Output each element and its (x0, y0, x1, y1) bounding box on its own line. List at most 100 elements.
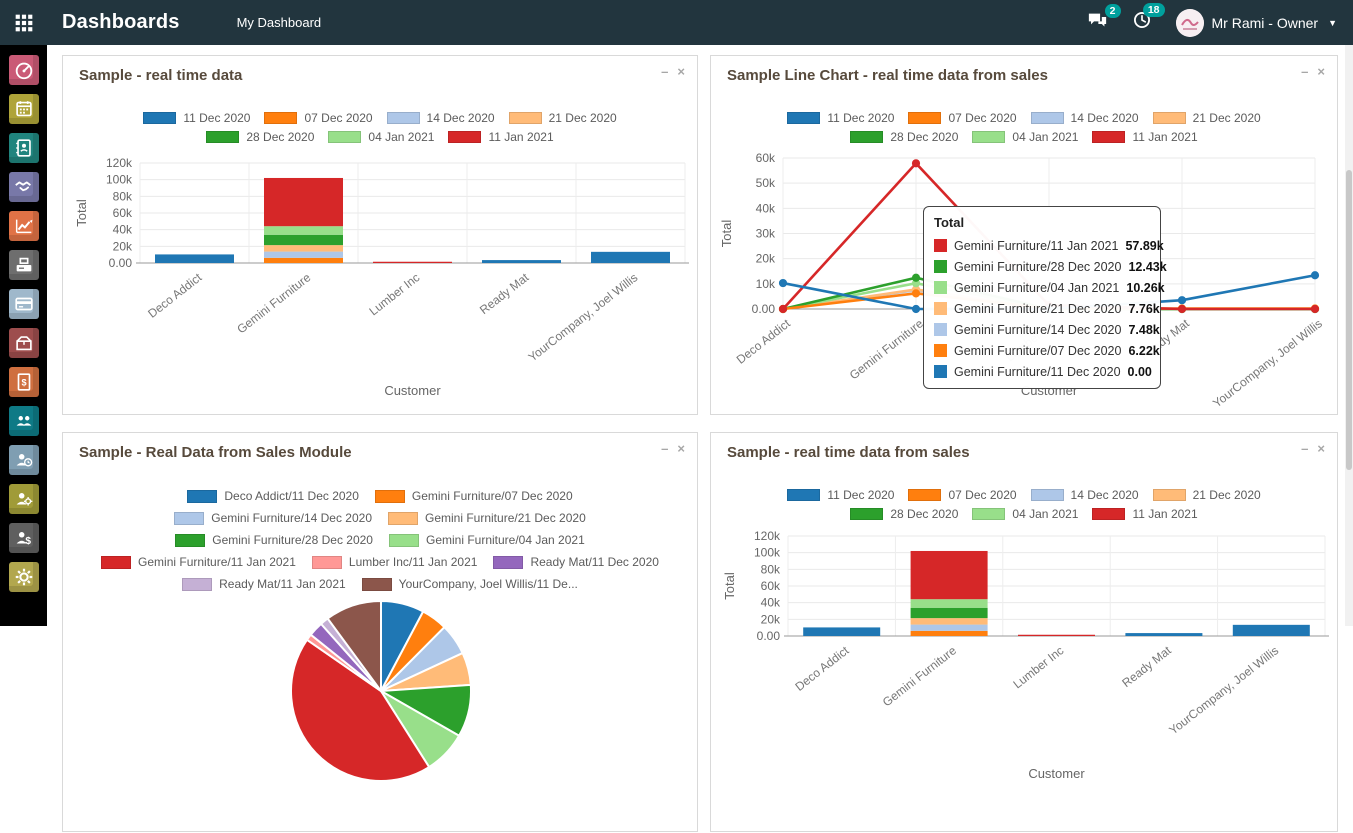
bar-segment-21-Dec-2020[interactable] (264, 245, 343, 252)
data-point[interactable] (1310, 304, 1320, 314)
menu-item-my-dashboard[interactable]: My Dashboard (236, 15, 322, 30)
legend-swatch (1030, 489, 1064, 501)
legend-item[interactable]: Gemini Furniture/11 Jan 2021 (101, 555, 296, 569)
sidebar-app-settings[interactable] (8, 562, 39, 592)
legend-item[interactable]: 04 Jan 2021 (972, 507, 1078, 521)
sidebar-app-payroll[interactable]: $ (8, 523, 39, 553)
sidebar-app-website[interactable] (8, 289, 39, 319)
bar-segment-11-Jan-2021[interactable] (1018, 634, 1095, 636)
legend-item[interactable]: 14 Dec 2020 (1030, 111, 1139, 125)
bar-segment-11-Jan-2021[interactable] (910, 550, 988, 600)
close-button[interactable]: × (677, 64, 685, 79)
legend-swatch (1092, 508, 1126, 520)
legend-item[interactable]: 11 Jan 2021 (1092, 507, 1198, 521)
user-menu[interactable]: Mr Rami - Owner ▼ (1175, 8, 1337, 37)
legend-item[interactable]: YourCompany, Joel Willis/11 De... (361, 577, 578, 591)
bar-segment-11-Jan-2021[interactable] (264, 177, 343, 227)
legend-item[interactable]: Gemini Furniture/14 Dec 2020 (174, 511, 372, 525)
legend-item[interactable]: 21 Dec 2020 (1152, 488, 1261, 502)
close-button[interactable]: × (1317, 441, 1325, 456)
legend-swatch (493, 555, 524, 569)
bar-segment-28-Dec-2020[interactable] (910, 607, 988, 619)
legend-item[interactable]: 07 Dec 2020 (908, 488, 1017, 502)
legend-item[interactable]: 11 Dec 2020 (787, 111, 894, 125)
data-point[interactable] (911, 289, 921, 298)
sidebar-app-calendar[interactable] (8, 94, 39, 124)
sidebar-app-recruitment[interactable] (8, 484, 39, 514)
legend-item[interactable]: 28 Dec 2020 (850, 507, 958, 521)
bar-segment-11-Dec-2020[interactable] (591, 251, 670, 263)
legend-item[interactable]: Ready Mat/11 Dec 2020 (493, 555, 659, 569)
legend-item[interactable]: 28 Dec 2020 (206, 130, 314, 144)
close-button[interactable]: × (1317, 64, 1325, 79)
legend-swatch (374, 489, 405, 503)
sidebar-app-employees[interactable] (8, 406, 39, 436)
legend-item[interactable]: 14 Dec 2020 (1030, 488, 1139, 502)
data-point[interactable] (778, 278, 788, 288)
vertical-scrollbar[interactable] (1345, 45, 1353, 626)
sidebar-app-inventory[interactable] (8, 328, 39, 358)
sidebar-app-invoicing[interactable]: $ (8, 367, 39, 397)
legend-item[interactable]: Gemini Furniture/21 Dec 2020 (388, 511, 586, 525)
bar-segment-21-Dec-2020[interactable] (910, 618, 988, 625)
minimize-button[interactable]: – (661, 441, 669, 456)
legend-item[interactable]: 21 Dec 2020 (508, 111, 617, 125)
y-tick-label: 0.00 (757, 629, 781, 643)
bar-segment-07-Dec-2020[interactable] (910, 630, 988, 636)
legend-item[interactable]: Gemini Furniture/04 Jan 2021 (388, 533, 585, 547)
bar-segment-07-Dec-2020[interactable] (264, 257, 343, 263)
bar-segment-11-Dec-2020[interactable] (1232, 624, 1310, 636)
tooltip-value: 7.76k (1128, 301, 1160, 316)
messages-button[interactable]: 2 (1087, 3, 1121, 35)
people-icon (16, 416, 31, 426)
minimize-button[interactable]: – (1301, 441, 1309, 456)
legend-item[interactable]: 11 Jan 2021 (1092, 130, 1198, 144)
legend-item[interactable]: 14 Dec 2020 (386, 111, 495, 125)
stacked-bar-chart[interactable]: 120k 100k 80k 60k 40k 20k 0.00 Customer Total Dec… (711, 528, 1339, 833)
stacked-bar-chart[interactable]: 120k 100k 80k 60k 40k 20k 0.00 Customer Total Dec… (63, 151, 699, 416)
apps-menu-button[interactable] (0, 0, 47, 45)
close-button[interactable]: × (677, 441, 685, 456)
bar-segment-04-Jan-2021[interactable] (264, 226, 343, 235)
data-point[interactable] (1310, 271, 1320, 280)
sidebar-app-sales[interactable] (8, 211, 39, 241)
bar-segment-11-Jan-2021[interactable] (373, 261, 452, 263)
minimize-button[interactable]: – (661, 64, 669, 79)
data-point[interactable] (911, 159, 921, 168)
legend-item[interactable]: 11 Dec 2020 (787, 488, 894, 502)
legend-item[interactable]: Gemini Furniture/07 Dec 2020 (374, 489, 573, 503)
scrollbar-thumb[interactable] (1346, 170, 1352, 470)
data-point[interactable] (911, 304, 921, 314)
legend-item[interactable]: 07 Dec 2020 (908, 111, 1017, 125)
bar-segment-04-Jan-2021[interactable] (910, 599, 988, 608)
legend-item[interactable]: 28 Dec 2020 (850, 130, 958, 144)
legend-item[interactable]: Ready Mat/11 Jan 2021 (182, 577, 346, 591)
bar-segment-11-Dec-2020[interactable] (155, 254, 234, 263)
minimize-button[interactable]: – (1301, 64, 1309, 79)
data-point[interactable] (911, 273, 921, 282)
bar-segment-28-Dec-2020[interactable] (264, 234, 343, 246)
sidebar-app-crm[interactable] (8, 172, 39, 202)
sidebar-app-contacts[interactable] (8, 133, 39, 163)
legend-item[interactable]: 21 Dec 2020 (1152, 111, 1261, 125)
bar-segment-11-Dec-2020[interactable] (1125, 633, 1203, 636)
sidebar-app-dashboards[interactable] (8, 55, 39, 85)
bar-segment-11-Dec-2020[interactable] (803, 627, 881, 636)
legend-item[interactable]: Deco Addict/11 Dec 2020 (187, 489, 359, 503)
data-point[interactable] (1177, 304, 1187, 314)
bar-segment-14-Dec-2020[interactable] (264, 251, 343, 258)
legend-item[interactable]: 07 Dec 2020 (264, 111, 373, 125)
legend-item[interactable]: 04 Jan 2021 (328, 130, 434, 144)
pie-chart[interactable] (63, 593, 699, 833)
bar-segment-11-Dec-2020[interactable] (482, 260, 561, 263)
legend-item[interactable]: 11 Dec 2020 (143, 111, 250, 125)
legend-item[interactable]: 11 Jan 2021 (448, 130, 554, 144)
sidebar-app-point-of-sale[interactable] (8, 250, 39, 280)
data-point[interactable] (1177, 296, 1187, 305)
legend-item[interactable]: 04 Jan 2021 (972, 130, 1078, 144)
sidebar-app-attendances[interactable] (8, 445, 39, 475)
legend-item[interactable]: Lumber Inc/11 Jan 2021 (311, 555, 477, 569)
activities-button[interactable]: 18 (1132, 3, 1165, 35)
data-point[interactable] (778, 304, 788, 314)
legend-item[interactable]: Gemini Furniture/28 Dec 2020 (175, 533, 373, 547)
